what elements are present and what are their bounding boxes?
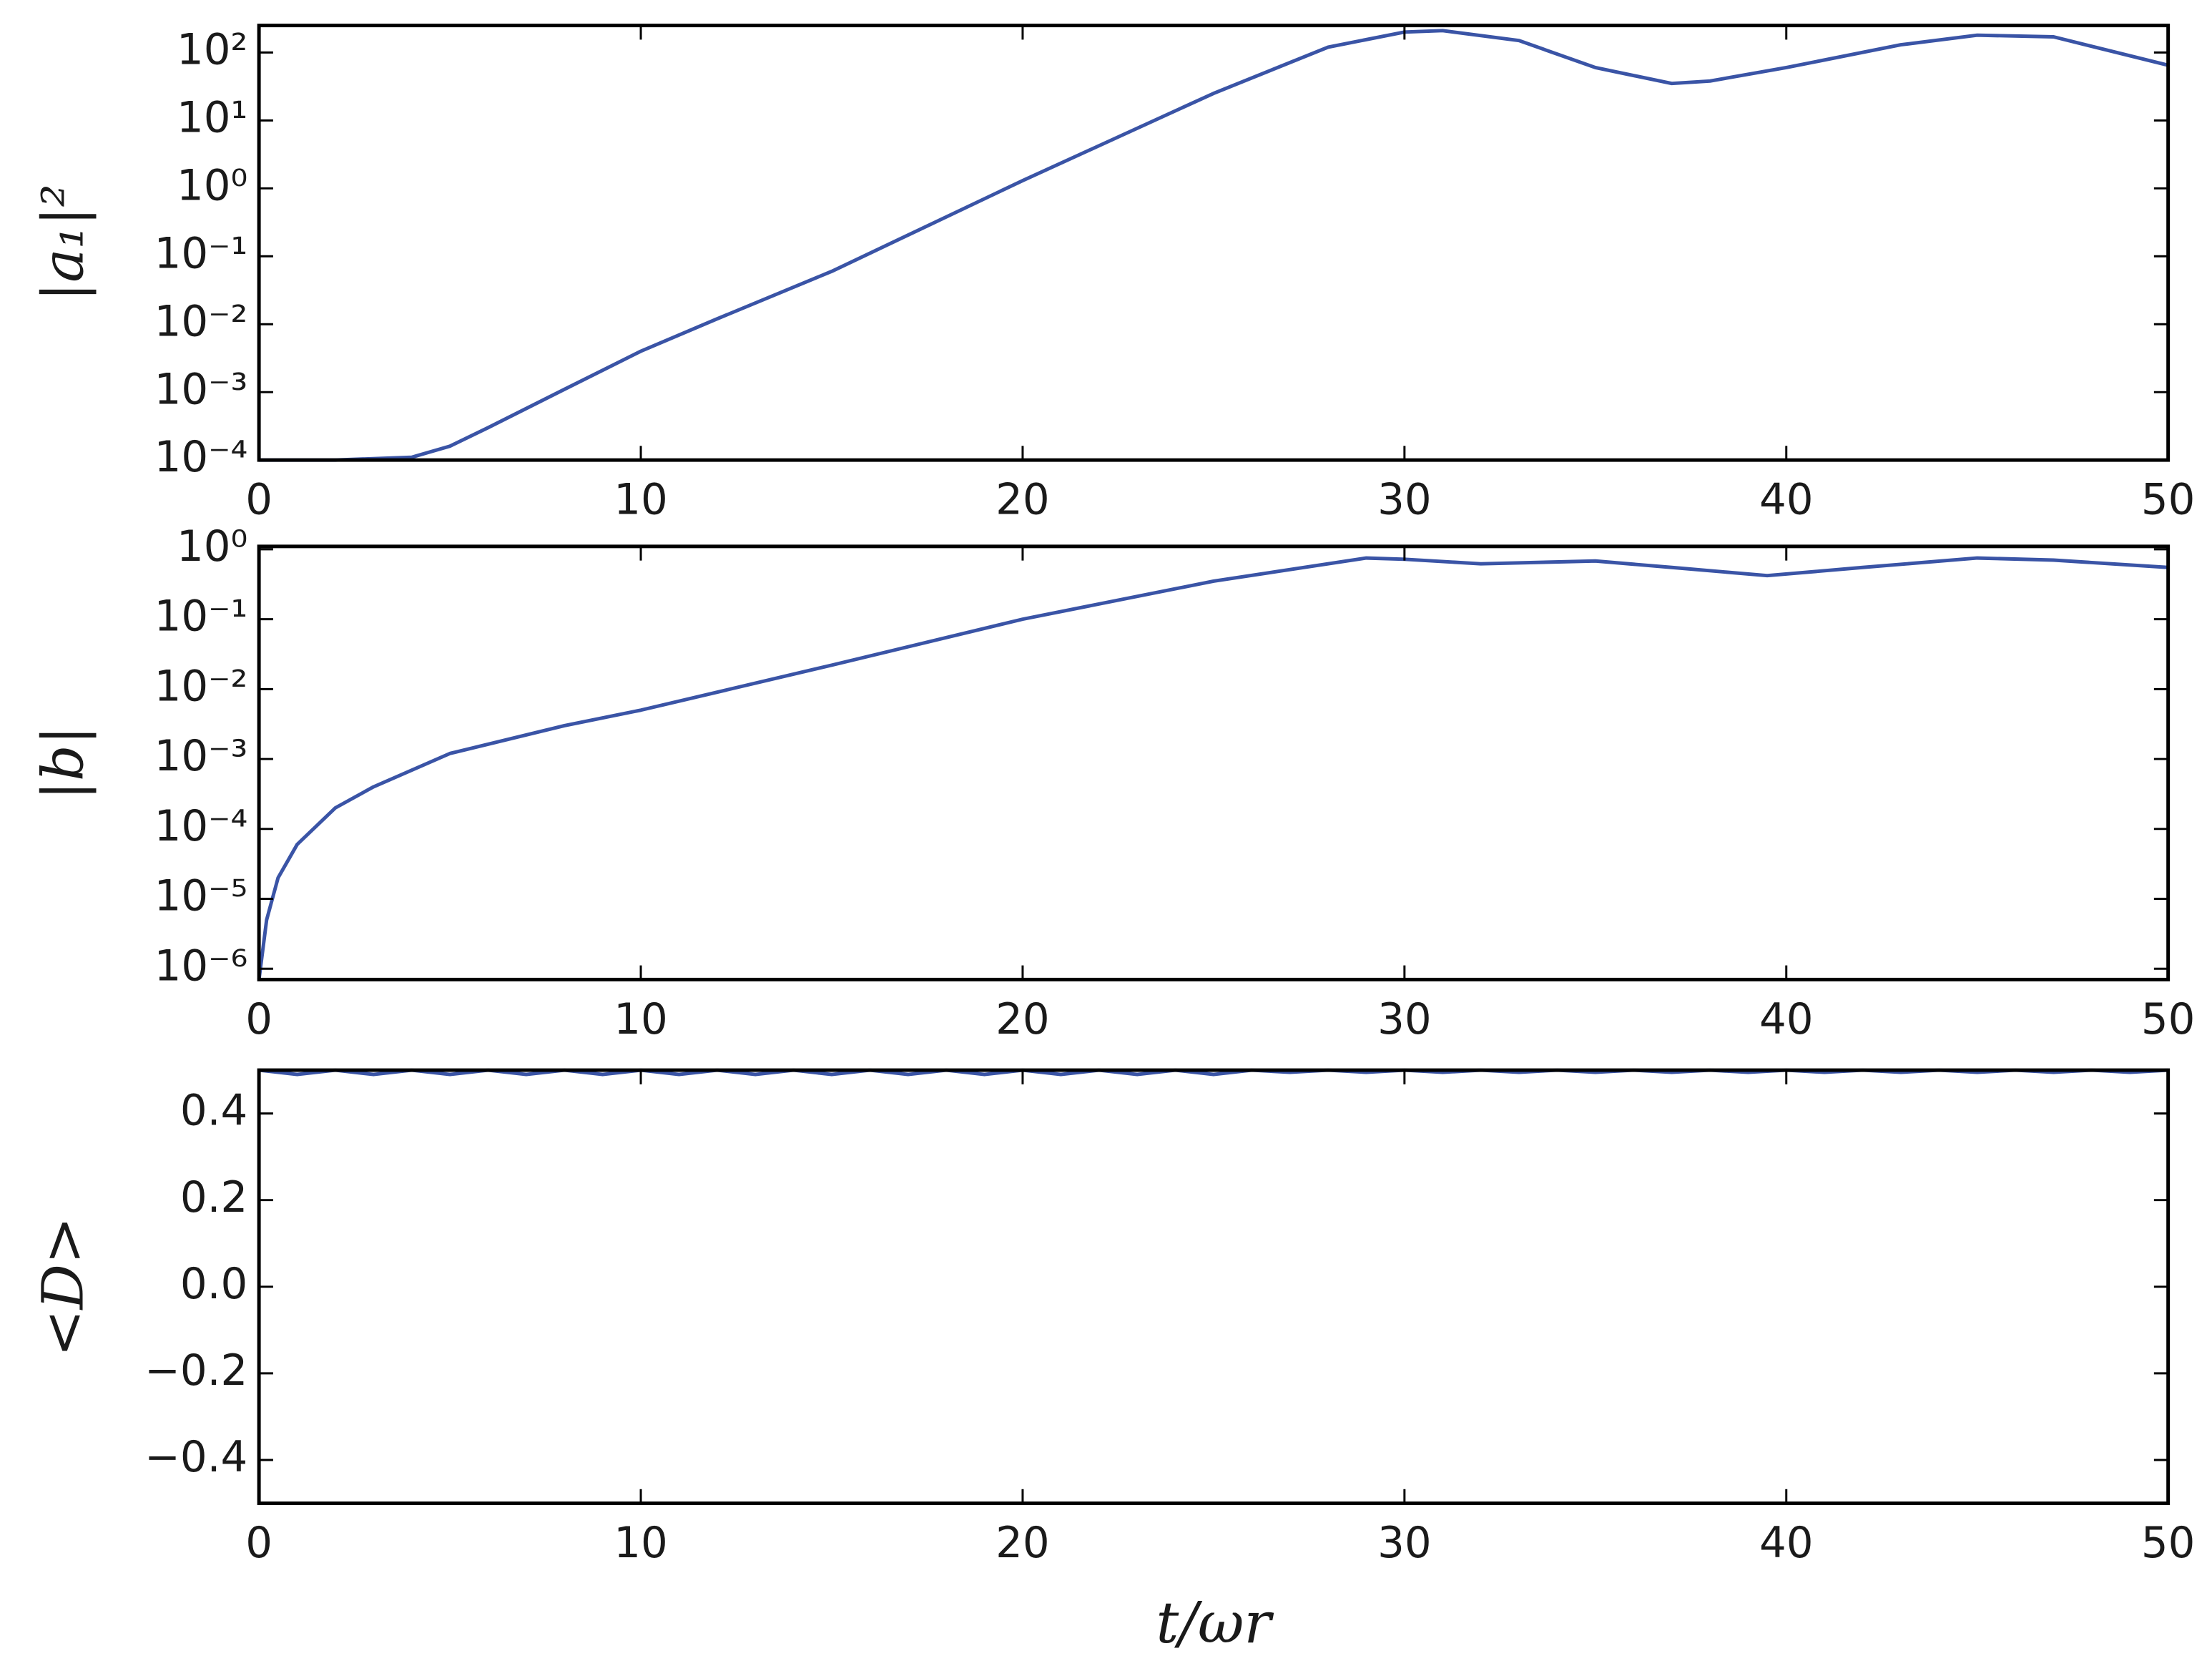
y-axis-label: |a₁|²	[30, 184, 96, 301]
y-axis-label: |b|	[30, 726, 96, 800]
x-tick-label: 50	[2141, 994, 2196, 1044]
x-tick-label: 30	[1377, 475, 1432, 524]
x-tick-label: 50	[2141, 1518, 2196, 1567]
y-tick-label: 10¹	[177, 92, 247, 142]
axes-frame	[257, 24, 2171, 462]
x-tick-label: 10	[614, 1518, 668, 1567]
y-tick-label: 10⁻²	[154, 296, 248, 346]
x-tick-label: 0	[245, 475, 272, 524]
x-tick-label: 10	[614, 475, 668, 524]
x-tick-label: 20	[996, 475, 1050, 524]
y-tick-label: 10⁻⁴	[154, 801, 248, 851]
y-tick-label: 0.4	[180, 1086, 247, 1135]
y-tick-label: 10⁰	[177, 160, 247, 210]
y-tick-label: 10⁰	[177, 521, 247, 571]
x-tick-label: 20	[996, 994, 1050, 1044]
x-tick-label: 40	[1759, 1518, 1814, 1567]
y-tick-label: 10⁻⁴	[154, 432, 248, 481]
y-tick-label: 10⁻¹	[154, 592, 248, 641]
x-tick-label: 30	[1377, 1518, 1432, 1567]
x-tick-label: 30	[1377, 994, 1432, 1044]
y-tick-label: −0.4	[144, 1432, 247, 1481]
y-tick-label: 10²	[177, 25, 247, 74]
y-tick-label: 0.0	[180, 1259, 247, 1308]
data-line	[257, 556, 2168, 980]
y-axis-label: <D>	[30, 1217, 96, 1357]
y-tick-label: 10⁻²	[154, 661, 248, 710]
x-tick-label: 0	[245, 994, 272, 1044]
y-tick-label: 10⁻³	[154, 731, 248, 780]
y-tick-label: 10⁻³	[154, 364, 248, 413]
axes-frame	[257, 544, 2171, 981]
y-tick-label: −0.2	[144, 1346, 247, 1395]
x-tick-label: 40	[1759, 475, 1814, 524]
x-axis-label: t/ωr	[1156, 1590, 1274, 1656]
y-tick-label: 10⁻⁵	[154, 871, 248, 921]
x-tick-label: 40	[1759, 994, 1814, 1044]
x-tick-label: 0	[245, 1518, 272, 1567]
y-tick-label: 10⁻¹	[154, 228, 248, 278]
axes-frame	[257, 1068, 2171, 1506]
x-tick-label: 50	[2141, 475, 2196, 524]
x-tick-label: 10	[614, 994, 668, 1044]
data-line	[259, 29, 2169, 462]
y-tick-label: 10⁻⁶	[154, 941, 248, 990]
x-tick-label: 20	[996, 1518, 1050, 1567]
y-tick-label: 0.2	[180, 1172, 247, 1222]
